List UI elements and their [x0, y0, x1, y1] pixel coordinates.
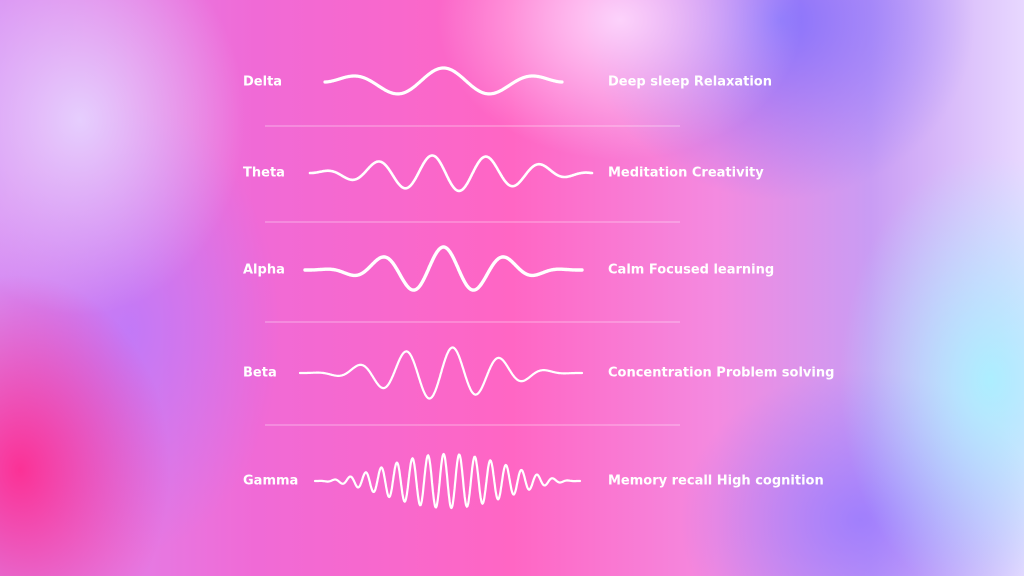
- wave-description: Calm Focused learning: [608, 263, 774, 278]
- wave-name: Theta: [243, 166, 285, 181]
- wave: [303, 245, 584, 292]
- wave-name: Delta: [243, 75, 282, 90]
- wave-description: Meditation Creativity: [608, 166, 764, 181]
- wave-description: Memory recall High cognition: [608, 474, 824, 489]
- wave: [298, 346, 584, 400]
- wave-name: Alpha: [243, 263, 285, 278]
- wave-name: Beta: [243, 366, 277, 381]
- wave: [323, 66, 564, 96]
- wave: [313, 452, 582, 510]
- wave-description: Deep sleep Relaxation: [608, 75, 772, 90]
- wave: [308, 154, 594, 193]
- wave-description: Concentration Problem solving: [608, 366, 834, 381]
- wave-name: Gamma: [243, 474, 298, 489]
